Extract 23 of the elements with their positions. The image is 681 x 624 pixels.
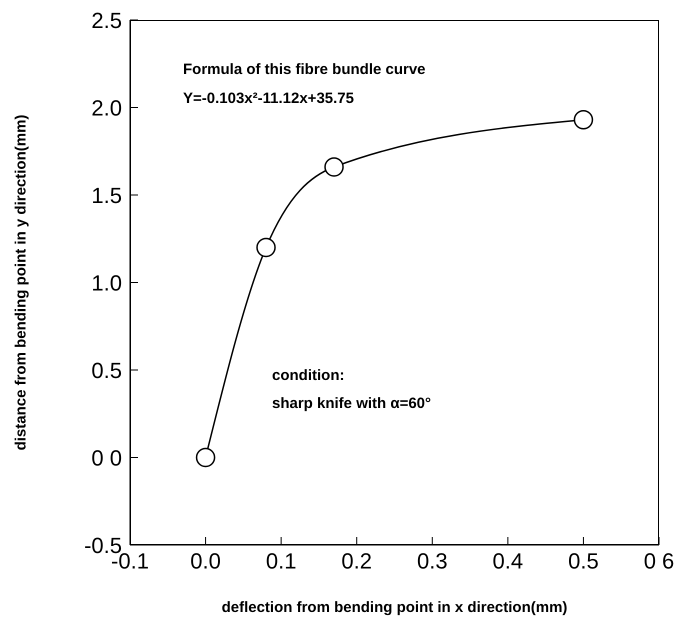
- x-tick-label: 0.4: [492, 548, 524, 574]
- x-tick-label: 0.5: [568, 548, 599, 574]
- annotation: Y=-0.103x²-11.12x+35.75: [183, 90, 354, 107]
- y-tick-label: 1.0: [91, 270, 122, 296]
- point: [256, 238, 276, 258]
- y-tick-label: 1.5: [91, 182, 122, 208]
- y-tick-label: 2.5: [91, 8, 122, 33]
- y-tick-label: 0.5: [91, 358, 122, 383]
- annotation: sharp knife with α=60°: [272, 395, 432, 412]
- point: [574, 110, 594, 130]
- point: [196, 448, 216, 468]
- x-tick-label: 0 6: [644, 548, 674, 574]
- x-tick-label: 0.1: [266, 548, 296, 574]
- y-axis-title: distance from bending point in y direction(mm): [12, 114, 30, 450]
- y-tick-label: 0 0: [91, 445, 122, 470]
- y-tick-label: 2.0: [91, 95, 122, 120]
- annotation: Formula of this fibre bundle curve: [183, 61, 426, 78]
- x-tick-label: 0.2: [341, 548, 372, 574]
- x-tick-label: 0.0: [190, 548, 221, 574]
- annotation: condition:: [272, 367, 344, 384]
- x-axis-title: deflection from bending point in x direction(mm): [222, 599, 568, 616]
- x-tick-label: 0.3: [416, 548, 448, 574]
- point: [324, 157, 344, 177]
